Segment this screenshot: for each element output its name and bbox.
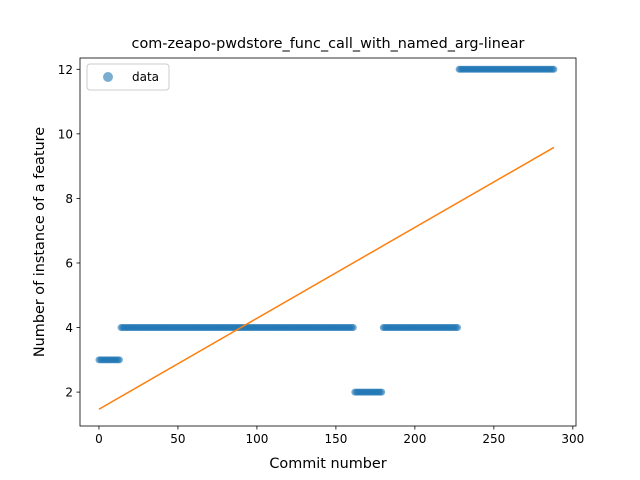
x-axis: 0 50 100 150 200 250 300: [95, 426, 584, 446]
legend-label-data: data: [132, 70, 159, 84]
y-tick-label: 8: [65, 192, 73, 206]
fit-line: [98, 146, 555, 410]
data-point: [454, 324, 462, 332]
plot-frame: [79, 57, 577, 427]
data-point: [115, 356, 123, 364]
x-tick-label: 50: [170, 432, 185, 446]
data-point: [349, 324, 357, 332]
y-tick-label: 2: [65, 386, 73, 400]
legend-box: [86, 63, 170, 91]
scatter-series: [95, 65, 558, 396]
y-tick-label: 12: [58, 63, 73, 77]
x-tick-label: 0: [95, 432, 103, 446]
y-tick-label: 10: [58, 127, 73, 141]
legend-marker-data: [103, 72, 113, 82]
data-point: [378, 388, 386, 396]
x-tick-label: 150: [324, 432, 347, 446]
y-tick-label: 6: [65, 256, 73, 270]
y-tick-label: 4: [65, 321, 73, 335]
x-tick-label: 200: [403, 432, 426, 446]
y-axis-label: Number of instance of a feature: [32, 127, 48, 357]
fit-line-series: [98, 146, 555, 410]
chart-title: com-zeapo-pwdstore_func_call_with_named_…: [132, 36, 525, 52]
x-axis-label: Commit number: [269, 456, 386, 472]
x-tick-label: 300: [561, 432, 584, 446]
x-tick-label: 100: [245, 432, 268, 446]
x-tick-label: 250: [482, 432, 505, 446]
plot-area: [79, 57, 577, 427]
y-axis: 2 4 6 8 10 12: [58, 63, 80, 400]
legend: data: [86, 63, 170, 91]
data-point: [550, 65, 558, 73]
